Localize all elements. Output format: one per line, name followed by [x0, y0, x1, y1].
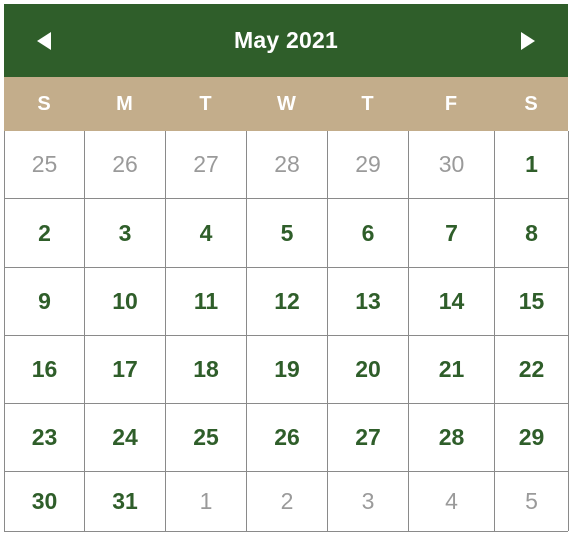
day-cell[interactable]: 25: [166, 404, 247, 472]
day-cell[interactable]: 8: [495, 199, 569, 268]
day-grid: 25 26 27 28 29 30 1 2 3 4 5 6 7 8 9 10 11 12 13 14 15 16 17 18 1…: [4, 131, 569, 532]
day-cell-other-month[interactable]: 28: [247, 131, 328, 199]
day-cell-other-month[interactable]: 27: [166, 131, 247, 199]
day-cell-other-month[interactable]: 26: [85, 131, 166, 199]
day-cell[interactable]: 14: [409, 268, 495, 336]
day-cell[interactable]: 3: [85, 199, 166, 268]
day-cell[interactable]: 17: [85, 336, 166, 404]
day-cell[interactable]: 21: [409, 336, 495, 404]
day-cell[interactable]: 4: [166, 199, 247, 268]
weekday-label: F: [444, 92, 458, 115]
day-cell[interactable]: 15: [495, 268, 569, 336]
day-cell[interactable]: 28: [409, 404, 495, 472]
day-cell[interactable]: 18: [166, 336, 247, 404]
day-cell[interactable]: 2: [5, 199, 85, 268]
day-cell[interactable]: 31: [85, 472, 166, 531]
day-cell-other-month[interactable]: 5: [495, 472, 569, 531]
day-cell[interactable]: 13: [328, 268, 409, 336]
triangle-right-icon: [521, 31, 535, 50]
day-cell[interactable]: 29: [495, 404, 569, 472]
day-cell[interactable]: 30: [5, 472, 85, 531]
day-cell[interactable]: 7: [409, 199, 495, 268]
prev-month-button[interactable]: [14, 4, 74, 77]
weekday-label: S: [524, 92, 538, 115]
day-cell[interactable]: 23: [5, 404, 85, 472]
day-cell-other-month[interactable]: 25: [5, 131, 85, 199]
day-cell[interactable]: 20: [328, 336, 409, 404]
day-cell-other-month[interactable]: 29: [328, 131, 409, 199]
day-cell[interactable]: 9: [5, 268, 85, 336]
next-month-button[interactable]: [498, 4, 558, 77]
day-cell[interactable]: 5: [247, 199, 328, 268]
day-cell[interactable]: 12: [247, 268, 328, 336]
day-cell[interactable]: 1: [495, 131, 569, 199]
day-cell[interactable]: 26: [247, 404, 328, 472]
weekday-label: T: [361, 92, 374, 115]
day-cell-other-month[interactable]: 4: [409, 472, 495, 531]
calendar-header: May 2021: [4, 4, 568, 77]
day-cell-other-month[interactable]: 30: [409, 131, 495, 199]
day-cell[interactable]: 27: [328, 404, 409, 472]
weekday-label: W: [277, 92, 296, 115]
weekday-label: S: [37, 92, 51, 115]
day-cell[interactable]: 10: [85, 268, 166, 336]
day-cell[interactable]: 6: [328, 199, 409, 268]
day-cell[interactable]: 19: [247, 336, 328, 404]
month-title: May 2021: [234, 27, 338, 53]
weekday-row: S M T W T F S: [4, 77, 568, 131]
weekday-label: T: [199, 92, 212, 115]
day-cell-other-month[interactable]: 1: [166, 472, 247, 531]
day-cell[interactable]: 16: [5, 336, 85, 404]
calendar: May 2021 S M T W T F S 25 26 27 28 29 30 1 2 3 4 5…: [4, 4, 569, 532]
triangle-left-icon: [37, 31, 51, 50]
day-cell-other-month[interactable]: 2: [247, 472, 328, 531]
day-cell[interactable]: 24: [85, 404, 166, 472]
day-cell[interactable]: 11: [166, 268, 247, 336]
weekday-label: M: [116, 92, 133, 115]
day-cell-other-month[interactable]: 3: [328, 472, 409, 531]
day-cell[interactable]: 22: [495, 336, 569, 404]
